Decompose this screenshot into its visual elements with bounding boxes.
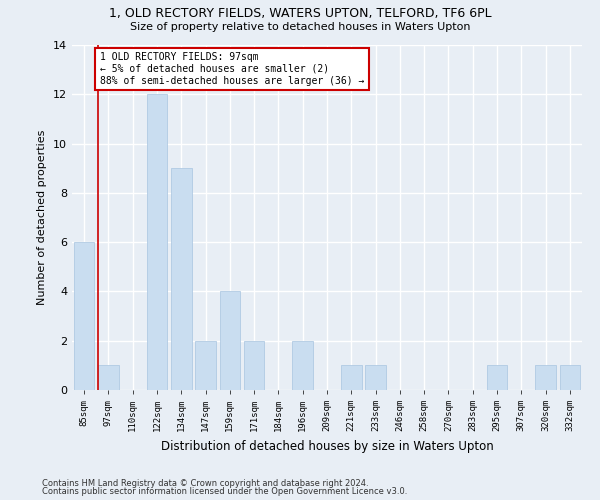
Text: 1, OLD RECTORY FIELDS, WATERS UPTON, TELFORD, TF6 6PL: 1, OLD RECTORY FIELDS, WATERS UPTON, TEL… bbox=[109, 8, 491, 20]
Text: Size of property relative to detached houses in Waters Upton: Size of property relative to detached ho… bbox=[130, 22, 470, 32]
Bar bbox=[560, 366, 580, 390]
Bar bbox=[195, 340, 216, 390]
Bar bbox=[74, 242, 94, 390]
Bar bbox=[535, 366, 556, 390]
Y-axis label: Number of detached properties: Number of detached properties bbox=[37, 130, 47, 305]
Bar bbox=[171, 168, 191, 390]
Text: Contains public sector information licensed under the Open Government Licence v3: Contains public sector information licen… bbox=[42, 487, 407, 496]
Bar bbox=[341, 366, 362, 390]
Bar bbox=[487, 366, 508, 390]
Bar bbox=[365, 366, 386, 390]
Text: Contains HM Land Registry data © Crown copyright and database right 2024.: Contains HM Land Registry data © Crown c… bbox=[42, 478, 368, 488]
Text: 1 OLD RECTORY FIELDS: 97sqm
← 5% of detached houses are smaller (2)
88% of semi-: 1 OLD RECTORY FIELDS: 97sqm ← 5% of deta… bbox=[100, 52, 364, 86]
Bar bbox=[244, 340, 265, 390]
Bar bbox=[220, 292, 240, 390]
Bar bbox=[146, 94, 167, 390]
X-axis label: Distribution of detached houses by size in Waters Upton: Distribution of detached houses by size … bbox=[161, 440, 493, 452]
Bar bbox=[98, 366, 119, 390]
Bar bbox=[292, 340, 313, 390]
